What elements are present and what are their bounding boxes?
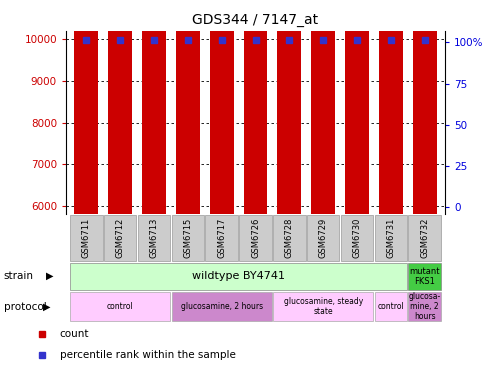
Bar <box>272 215 305 261</box>
Text: ▶: ▶ <box>43 302 50 312</box>
Text: strain: strain <box>4 270 34 281</box>
Text: ▶: ▶ <box>46 270 54 281</box>
Text: glucosamine, 2 hours: glucosamine, 2 hours <box>180 302 262 311</box>
Text: wildtype BY4741: wildtype BY4741 <box>192 271 285 281</box>
Bar <box>277 0 301 214</box>
Text: count: count <box>60 329 89 339</box>
Bar <box>70 215 102 261</box>
Bar <box>407 292 440 321</box>
Bar <box>171 292 271 321</box>
Bar <box>345 0 368 214</box>
Text: GSM6728: GSM6728 <box>284 218 293 258</box>
Text: percentile rank within the sample: percentile rank within the sample <box>60 350 235 360</box>
Bar <box>311 0 334 214</box>
Text: protocol: protocol <box>4 302 46 312</box>
Bar <box>70 292 170 321</box>
Bar <box>272 292 372 321</box>
Bar <box>374 215 407 261</box>
Title: GDS344 / 7147_at: GDS344 / 7147_at <box>192 13 318 27</box>
Bar <box>306 215 339 261</box>
Bar <box>374 292 407 321</box>
Bar <box>340 215 372 261</box>
Text: glucosa-
mine, 2
hours: glucosa- mine, 2 hours <box>408 292 440 321</box>
Text: control: control <box>377 302 404 311</box>
Bar <box>407 263 440 290</box>
Text: control: control <box>106 302 133 311</box>
Bar <box>138 215 170 261</box>
Bar <box>74 0 98 214</box>
Bar <box>239 215 271 261</box>
Text: GSM6730: GSM6730 <box>352 218 361 258</box>
Text: GSM6732: GSM6732 <box>419 218 428 258</box>
Text: GSM6717: GSM6717 <box>217 218 226 258</box>
Text: GSM6713: GSM6713 <box>149 218 158 258</box>
Text: GSM6711: GSM6711 <box>81 218 91 258</box>
Bar <box>205 215 238 261</box>
Text: glucosamine, steady
state: glucosamine, steady state <box>283 297 362 316</box>
Bar <box>171 215 203 261</box>
Text: GSM6731: GSM6731 <box>386 218 394 258</box>
Text: GSM6726: GSM6726 <box>250 218 260 258</box>
Text: GSM6715: GSM6715 <box>183 218 192 258</box>
Bar <box>243 0 267 214</box>
Bar <box>209 0 233 214</box>
Bar <box>412 0 436 214</box>
Bar <box>142 0 165 214</box>
Bar <box>407 215 440 261</box>
Bar <box>378 0 402 214</box>
Text: GSM6729: GSM6729 <box>318 218 327 258</box>
Text: mutant
FKS1: mutant FKS1 <box>408 266 439 286</box>
Bar <box>104 215 136 261</box>
Text: GSM6712: GSM6712 <box>116 218 124 258</box>
Bar <box>70 263 406 290</box>
Bar <box>176 0 199 214</box>
Bar <box>108 0 132 214</box>
